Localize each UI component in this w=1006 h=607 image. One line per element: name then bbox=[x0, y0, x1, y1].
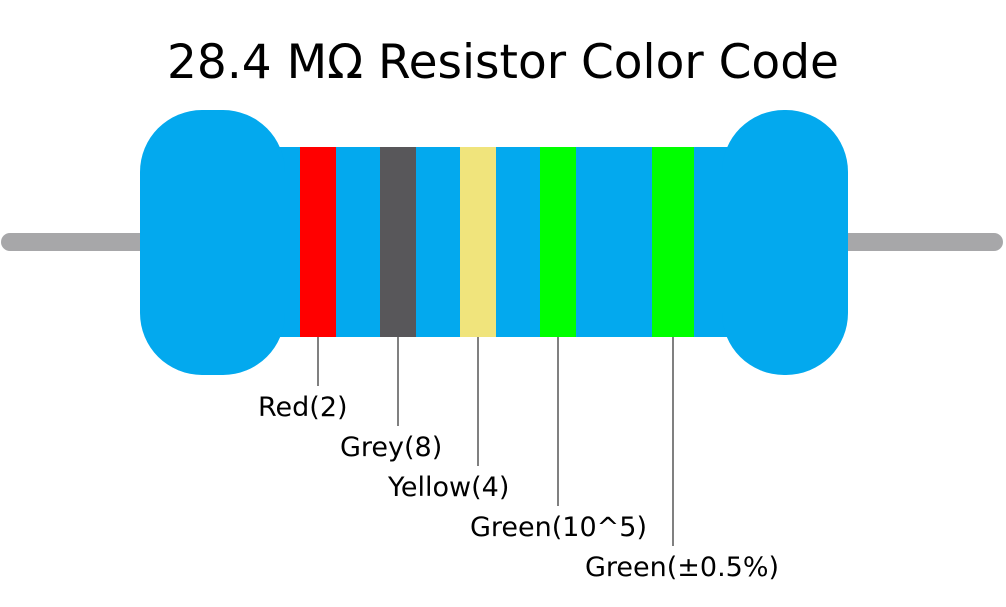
color-band bbox=[380, 147, 416, 337]
band-label: Green(10^5) bbox=[470, 512, 647, 543]
color-band bbox=[460, 147, 496, 337]
band-label: Green(±0.5%) bbox=[585, 552, 779, 583]
end-cap-right bbox=[722, 110, 848, 375]
band-label: Red(2) bbox=[258, 392, 348, 423]
band-label: Yellow(4) bbox=[387, 472, 509, 503]
color-band bbox=[300, 147, 336, 337]
end-cap-left bbox=[140, 110, 285, 375]
bands: Red(2) Grey(8) Yellow(4) Green(10^5) Green(±… bbox=[258, 147, 779, 583]
color-band bbox=[652, 147, 694, 337]
title: 28.4 MΩ Resistor Color Code bbox=[167, 35, 839, 90]
band-label: Grey(8) bbox=[340, 432, 442, 463]
color-band bbox=[540, 147, 576, 337]
